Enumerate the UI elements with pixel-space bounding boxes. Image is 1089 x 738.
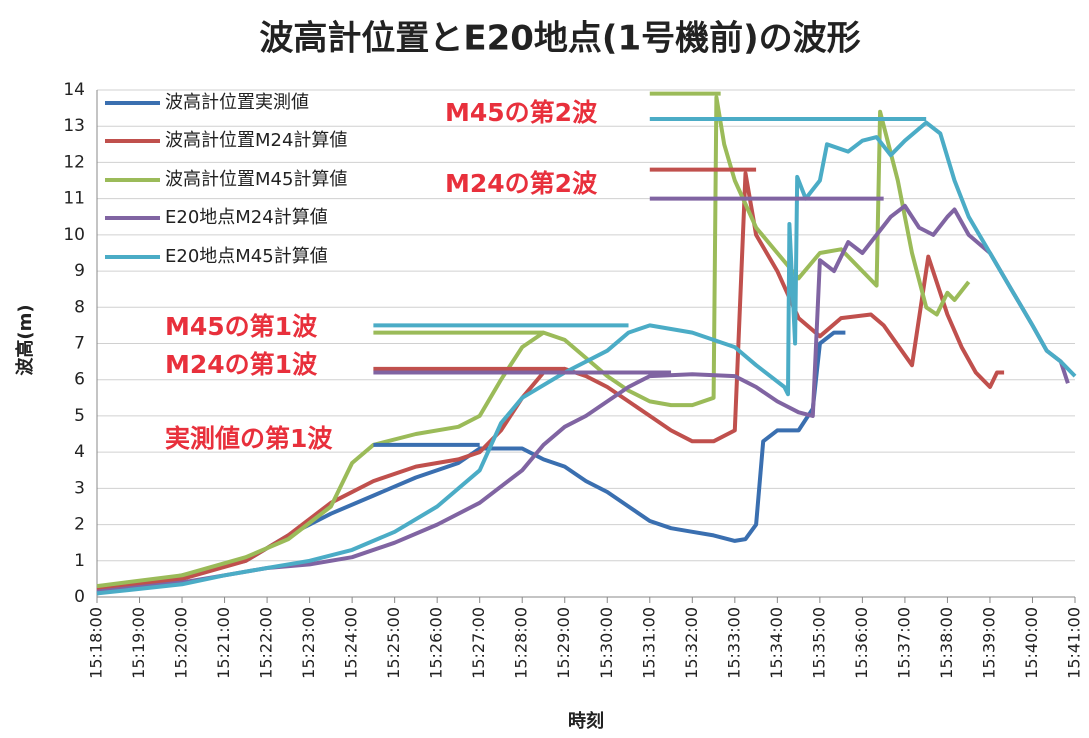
y-tick-label: 10 bbox=[63, 225, 85, 245]
x-tick-label: 15:20:00 bbox=[172, 607, 191, 679]
x-tick-label: 15:26:00 bbox=[427, 607, 446, 679]
y-tick-label: 9 bbox=[74, 261, 85, 281]
y-tick-label: 0 bbox=[74, 587, 85, 607]
y-tick-label: 3 bbox=[74, 478, 85, 498]
x-tick-label: 15:18:00 bbox=[87, 607, 106, 679]
annotation: M24の第2波 bbox=[445, 169, 598, 198]
y-tick-label: 4 bbox=[74, 442, 85, 462]
y-tick-label: 5 bbox=[74, 406, 85, 426]
y-tick-label: 7 bbox=[74, 334, 85, 354]
legend-label: 波高計位置M24計算値 bbox=[165, 130, 347, 151]
y-tick-label: 6 bbox=[74, 370, 85, 390]
annotation: 実測値の第1波 bbox=[165, 424, 333, 453]
x-tick-label: 15:28:00 bbox=[512, 607, 531, 679]
x-tick-label: 15:22:00 bbox=[257, 607, 276, 679]
series-line bbox=[96, 330, 846, 596]
y-axis-label: 波高(m) bbox=[14, 304, 36, 375]
series-line bbox=[96, 171, 1005, 592]
y-tick-label: 2 bbox=[74, 515, 85, 535]
x-axis-label: 時刻 bbox=[568, 710, 604, 732]
y-tick-label: 12 bbox=[63, 152, 85, 172]
series-line bbox=[96, 203, 1070, 594]
x-tick-label: 15:37:00 bbox=[894, 607, 913, 679]
x-tick-label: 15:24:00 bbox=[342, 607, 361, 679]
x-tick-label: 15:41:00 bbox=[1065, 607, 1084, 679]
legend-label: E20地点M24計算値 bbox=[165, 207, 328, 228]
x-tick-label: 15:34:00 bbox=[767, 607, 786, 679]
x-tick-label: 15:39:00 bbox=[979, 607, 998, 679]
legend-label: 波高計位置M45計算値 bbox=[165, 169, 347, 190]
x-tick-label: 15:35:00 bbox=[809, 607, 828, 679]
x-tick-label: 15:19:00 bbox=[129, 607, 148, 679]
annotation: M45の第1波 bbox=[165, 312, 318, 341]
chart-title: 波高計位置とE20地点(1号機前)の波形 bbox=[259, 19, 860, 59]
series-line bbox=[96, 95, 971, 589]
x-tick-label: 15:36:00 bbox=[852, 607, 871, 679]
x-tick-label: 15:25:00 bbox=[384, 607, 403, 679]
annotation: M45の第2波 bbox=[445, 98, 598, 127]
annotation: M24の第1波 bbox=[165, 350, 318, 379]
x-tick-label: 15:32:00 bbox=[682, 607, 701, 679]
y-tick-label: 14 bbox=[63, 80, 85, 100]
x-tick-label: 15:33:00 bbox=[724, 607, 743, 679]
x-tick-label: 15:29:00 bbox=[554, 607, 573, 679]
x-tick-label: 15:38:00 bbox=[937, 607, 956, 679]
legend-label: 波高計位置実測値 bbox=[165, 92, 309, 113]
x-tick-label: 15:40:00 bbox=[1022, 607, 1041, 679]
x-tick-label: 15:27:00 bbox=[469, 607, 488, 679]
y-tick-label: 8 bbox=[74, 297, 85, 317]
y-tick-label: 1 bbox=[74, 551, 85, 571]
y-tick-label: 11 bbox=[63, 189, 85, 209]
x-tick-label: 15:30:00 bbox=[597, 607, 616, 679]
series-line bbox=[96, 120, 1077, 596]
legend-label: E20地点M45計算値 bbox=[165, 246, 328, 267]
x-tick-label: 15:21:00 bbox=[214, 607, 233, 679]
y-tick-label: 13 bbox=[63, 116, 85, 136]
x-tick-label: 15:23:00 bbox=[299, 607, 318, 679]
x-tick-label: 15:31:00 bbox=[639, 607, 658, 679]
